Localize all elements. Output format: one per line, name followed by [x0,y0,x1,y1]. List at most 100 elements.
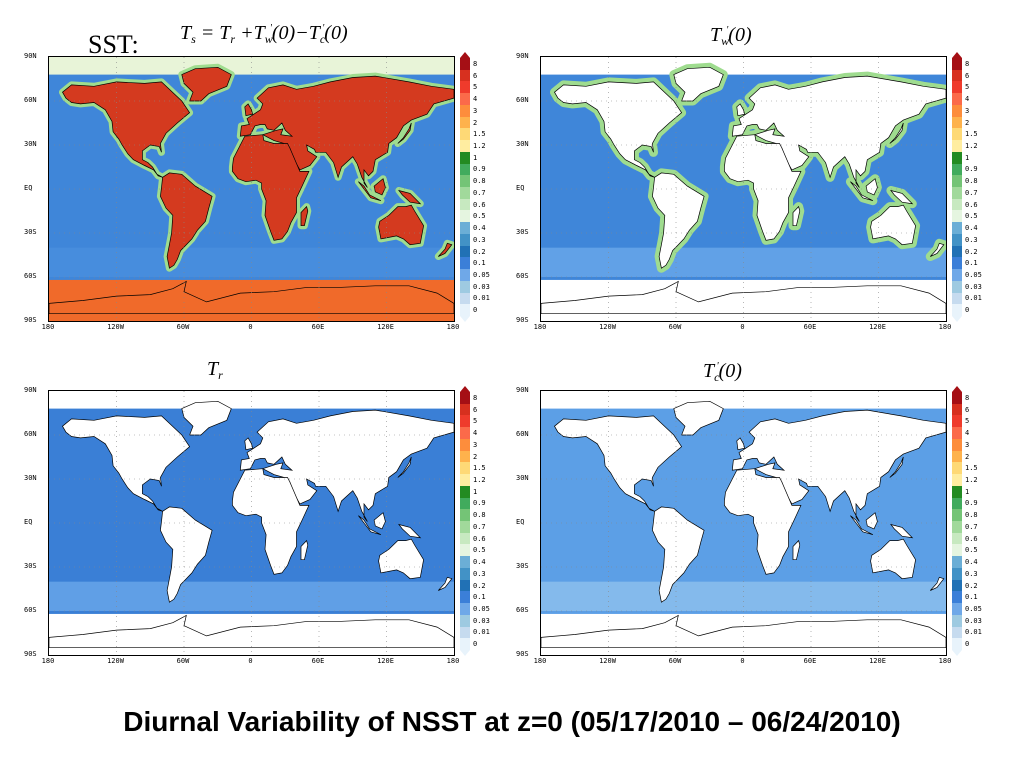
colorbar-label: 5 [965,83,970,92]
lat-tick-label: 60S [516,272,529,280]
colorbar-top-arrow [952,52,962,58]
lon-tick-label: 180 [446,323,460,331]
colorbar-bottom-arrow [952,316,962,322]
colorbar-segment [952,485,962,499]
colorbar-segment [460,128,470,141]
colorbar-segment [460,58,470,71]
lon-tick-label: 120W [599,657,616,665]
colorbar-label: 0 [965,306,970,315]
lon-tick-label: 0 [248,323,253,331]
colorbar-label: 0.5 [965,546,978,555]
colorbar-label: 1 [965,153,970,162]
north-polar-band [49,57,454,75]
colorbar-label: 8 [965,393,970,402]
lat-tick-label: EQ [516,184,525,192]
colorbar-segment [952,222,962,235]
colorbar-label: 0.03 [965,616,982,625]
colorbar [460,386,470,656]
colorbar-segment [952,544,962,557]
colorbar-segment [460,462,470,475]
colorbar-segment [952,245,962,258]
lat-tick-label: 60N [516,96,529,104]
colorbar-segment [952,497,962,510]
colorbar-segment [460,415,470,428]
colorbar-segment [952,591,962,604]
lat-tick-label: EQ [24,518,33,526]
colorbar-label: 0.6 [965,534,978,543]
colorbar-label: 0.4 [473,558,486,567]
colorbar-segment [952,116,962,129]
lon-tick-label: 0 [740,323,745,331]
lon-tick-label: 180 [41,323,55,331]
panel-tw-title: Tw'(0) [710,24,752,48]
lon-tick-label: 60W [176,657,190,665]
colorbar-label: 0.7 [473,522,486,531]
landmass-africa [724,134,802,241]
lat-tick-label: EQ [24,184,33,192]
colorbar-segment [952,403,962,416]
colorbar-segment [460,521,470,534]
colorbar-segment [460,392,470,405]
colorbar-segment [460,198,470,211]
colorbar-segment [952,626,962,639]
colorbar-label: 0.1 [965,593,978,602]
landmass-nz [438,242,453,257]
colorbar-segment [952,474,962,487]
colorbar-label: 0 [473,306,478,315]
colorbar-segment [460,93,470,106]
landmass-greenland [181,66,232,102]
colorbar-label: 8 [965,59,970,68]
lon-tick-label: 120E [869,657,886,665]
landmass-borneo [865,178,878,196]
landmass-borneo [373,512,386,530]
colorbar-segment [952,128,962,141]
colorbar-label: 4 [965,95,970,104]
map-svg [49,391,454,655]
colorbar-bottom-arrow [952,650,962,656]
colorbar-top-arrow [952,386,962,392]
colorbar-label: 0.6 [473,200,486,209]
colorbar-segment [460,403,470,416]
colorbar-label: 1 [473,487,478,496]
map-svg [49,57,454,321]
colorbar-label: 0.9 [473,165,486,174]
landmass-madagascar [792,539,801,561]
colorbar-label: 3 [473,106,478,115]
lat-tick-label: 30N [516,474,529,482]
colorbar-label: 4 [965,429,970,438]
colorbar-segment [460,532,470,545]
colorbar-label: 0.3 [965,235,978,244]
colorbar-label: 8 [473,393,478,402]
lat-tick-label: 90N [516,386,529,394]
colorbar-label: 0.9 [965,165,978,174]
colorbar-label: 0.8 [473,177,486,186]
colorbar-segment [952,603,962,616]
colorbar-label: 2 [965,452,970,461]
lon-tick-label: 180 [938,323,952,331]
landmass-namerica [62,415,191,512]
landmass-madagascar [792,205,801,227]
colorbar-segment [460,104,470,118]
colorbar-segment [952,187,962,200]
colorbar-label: 0.7 [965,188,978,197]
colorbar-label: 0.05 [965,270,982,279]
colorbar-label: 0.01 [473,628,490,637]
colorbar-segment [460,579,470,592]
colorbar-segment [952,163,962,176]
colorbar-label: 0.03 [473,616,490,625]
colorbar-segment [952,93,962,106]
lat-tick-label: 30S [24,562,37,570]
colorbar-label: 0.3 [473,235,486,244]
lon-tick-label: 180 [446,657,460,665]
landmass-indonesia [850,181,874,202]
colorbar-segment [952,210,962,223]
lat-tick-label: 30N [516,140,529,148]
colorbar-label: 0.05 [965,604,982,613]
colorbar-label: 0.5 [965,212,978,221]
colorbar-label: 6 [473,405,478,414]
colorbar-label: 0.2 [965,581,978,590]
landmass-greenland [673,66,724,102]
colorbar-label: 0.2 [473,581,486,590]
landmass-africa [232,134,310,241]
landmass-japan [889,122,904,144]
